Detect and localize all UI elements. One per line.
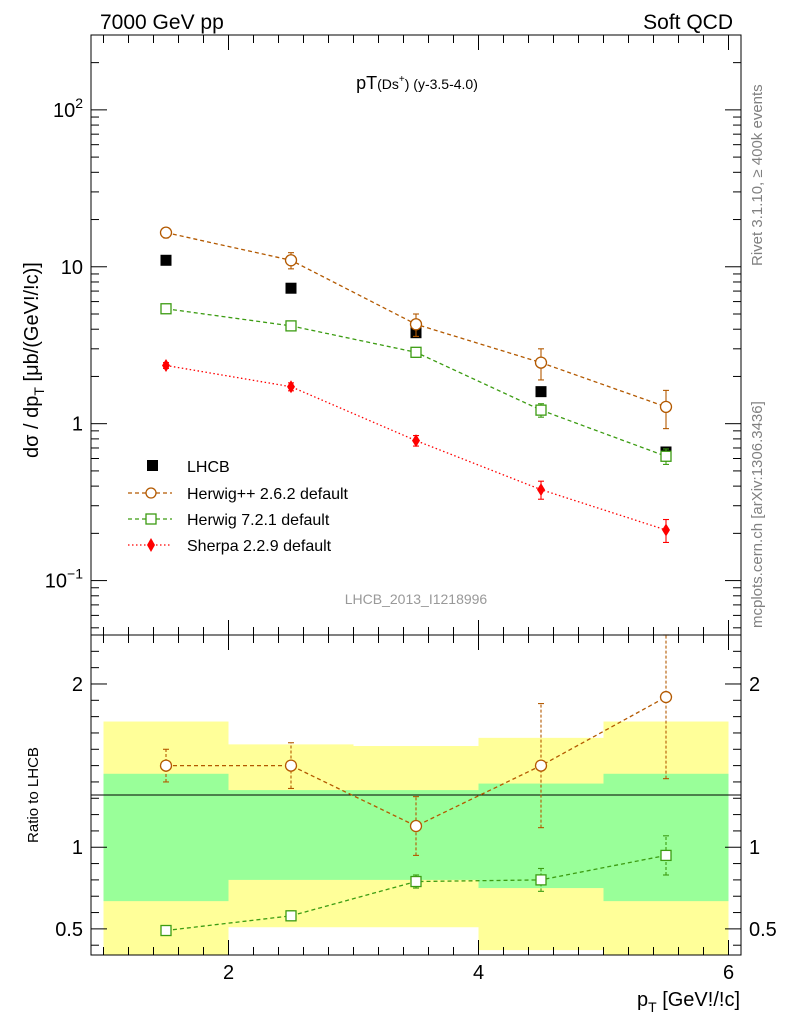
legend-label-sherpa: Sherpa 2.2.9 default <box>187 538 332 555</box>
band-green <box>103 773 229 902</box>
legend-label-herwig7: Herwig 7.2.1 default <box>187 512 330 529</box>
band-green <box>228 790 354 880</box>
ratio-point-herwigpp <box>659 690 673 704</box>
ratio-x-tick-label: 2 <box>223 962 234 984</box>
point-sherpa <box>162 358 170 372</box>
ratio-point-herwig7 <box>660 849 672 862</box>
ratio-y-tick-label-right: 2 <box>749 674 760 696</box>
point-herwigpp <box>659 400 673 414</box>
ratio-y-tick-label: 0.5 <box>55 919 83 941</box>
main-y-tick-label: 102 <box>53 95 83 122</box>
series-sherpa <box>162 358 670 544</box>
ratio-y-axis-label: Ratio to LHCB <box>25 747 42 843</box>
point-sherpa <box>287 380 295 394</box>
main-axis-ticks: 10−1 1 10 102 <box>45 34 741 635</box>
legend-marker-herwig7 <box>145 513 157 525</box>
point-sherpa <box>662 523 670 537</box>
header-process-label: Soft QCD <box>643 11 733 34</box>
point-herwigpp <box>534 356 548 369</box>
point-lhcb <box>535 386 547 398</box>
main-panel: pT(Ds+) (y-3.5-4.0) dσ / dpT [μb/(GeV!/!… <box>21 34 742 636</box>
ratio-series-layer <box>159 634 673 937</box>
ratio-series-herwig7 <box>160 835 672 937</box>
ratio-point-herwig7 <box>410 875 422 888</box>
legend-marker-herwigpp <box>145 487 157 499</box>
rivet-version-label: Rivet 3.1.10, ≥ 400k events <box>749 84 766 266</box>
x-axis-label: pT [GeV!/!c] <box>637 989 740 1015</box>
legend-marker-sherpa <box>147 538 155 552</box>
point-herwig7 <box>660 450 672 462</box>
series-line-sherpa <box>165 364 667 531</box>
ratio-y-tick-label: 1 <box>72 837 83 859</box>
legend-label-lhcb: LHCB <box>187 459 230 476</box>
point-herwig7 <box>285 320 297 332</box>
series-herwig7 <box>160 303 672 465</box>
ratio-axis-ticks: 2 4 6 0.5 0.5 1 1 2 2 <box>55 635 777 984</box>
ratio-point-herwigpp <box>284 759 298 772</box>
ratio-point-herwigpp <box>534 759 548 772</box>
point-sherpa <box>412 434 420 448</box>
ratio-point-herwig7 <box>285 910 297 922</box>
mcplots-source-label: mcplots.cern.ch [arXiv:1306.3436] <box>749 401 766 628</box>
ratio-plot-frame <box>90 634 742 956</box>
ratio-panel: 2 4 6 0.5 0.5 1 1 2 2 Ratio to LHCB pT [GeV!/!c] <box>25 634 777 1015</box>
ratio-point-herwig7 <box>535 874 547 886</box>
point-lhcb <box>160 254 172 266</box>
ratio-errorbar-herwigpp <box>413 796 419 856</box>
ratio-y-tick-label-right: 0.5 <box>749 919 777 941</box>
legend: LHCB Herwig++ 2.6.2 default Herwig 7.2.1… <box>128 459 349 555</box>
ratio-point-herwig7 <box>160 924 172 937</box>
ratio-y-tick-label: 2 <box>72 674 83 696</box>
ratio-point-herwigpp <box>159 759 173 772</box>
ratio-y-tick-label-right: 1 <box>749 837 760 859</box>
point-herwigpp <box>284 254 298 267</box>
legend-marker-lhcb <box>147 460 158 471</box>
main-y-tick-label: 10 <box>61 257 83 279</box>
point-herwigpp <box>159 226 173 239</box>
series-herwigpp <box>159 226 673 430</box>
ratio-point-herwigpp <box>409 819 423 833</box>
point-herwig7 <box>535 404 547 416</box>
main-y-tick-label: 10−1 <box>45 566 83 593</box>
ratio-line-herwigpp <box>166 696 667 827</box>
point-herwigpp <box>409 318 423 331</box>
ratio-x-tick-label: 6 <box>723 962 734 984</box>
point-sherpa <box>537 483 545 497</box>
band-green <box>478 783 604 889</box>
main-series-layer <box>159 226 673 544</box>
y-axis-label: dσ / dpT [μb/(GeV!/!c)] <box>21 262 47 458</box>
plot-title: pT(Ds+) (y-3.5-4.0) <box>356 73 478 93</box>
main-y-tick-label: 1 <box>72 414 83 436</box>
point-herwig7 <box>410 346 422 358</box>
analysis-id-watermark: LHCB_2013_I1218996 <box>345 591 488 607</box>
ratio-x-tick-label: 4 <box>473 962 484 984</box>
point-herwig7 <box>160 303 172 315</box>
ratio-errorbar-herwig7 <box>663 835 669 876</box>
point-lhcb <box>285 282 297 294</box>
header-energy-label: 7000 GeV pp <box>100 11 224 34</box>
legend-label-herwigpp: Herwig++ 2.6.2 default <box>187 486 349 503</box>
